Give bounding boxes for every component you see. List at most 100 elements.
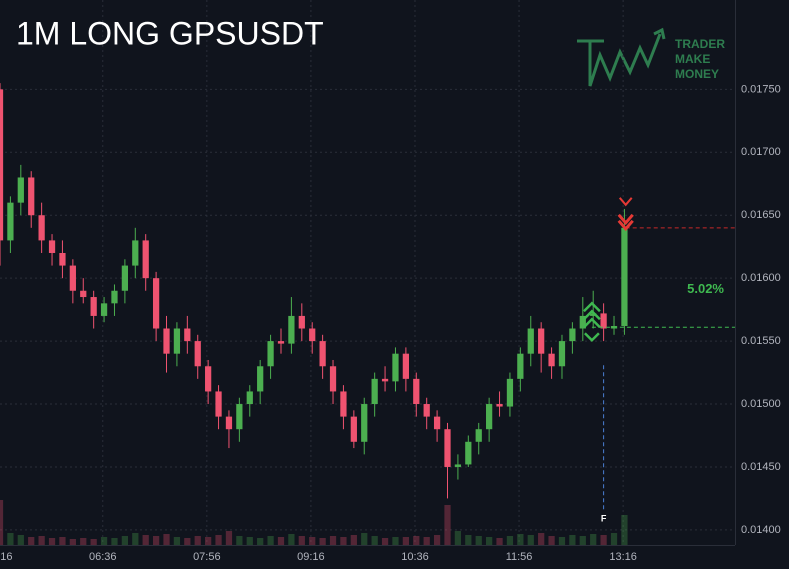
candle-body (28, 177, 35, 216)
brand-text: MAKE (675, 52, 710, 66)
buy-signal (584, 332, 600, 343)
candle-body (506, 378, 514, 407)
candle-body (371, 378, 378, 405)
volume-bar (100, 537, 108, 545)
volume-bar (246, 537, 253, 545)
candle-body (413, 378, 420, 405)
volume-bar (111, 538, 118, 545)
volume-bar (267, 536, 274, 545)
x-tick-label: 05:16 (0, 551, 12, 563)
brand-text: MONEY (675, 67, 719, 81)
candle-body (621, 227, 628, 326)
candle-body (69, 265, 76, 291)
candle-body (215, 391, 222, 417)
candle-body (361, 404, 368, 442)
volume-bar (517, 534, 524, 545)
candle-body (392, 353, 399, 382)
candle-body (236, 404, 243, 430)
volume-bar (205, 537, 212, 545)
candle-body (132, 240, 139, 266)
volume-bar (371, 536, 378, 545)
candle-body (465, 441, 472, 465)
volume-bar (569, 535, 576, 545)
volume-bar (38, 536, 45, 545)
volume-bar (392, 537, 399, 545)
candle-body (329, 366, 337, 392)
y-tick-label: 0.01550 (741, 335, 781, 347)
volume-bar (506, 536, 514, 545)
y-tick-label: 0.01700 (741, 146, 781, 158)
candle-body (486, 404, 493, 430)
x-tick-label: 06:36 (89, 551, 117, 563)
candle-body (538, 328, 545, 354)
volume-bar (298, 536, 305, 545)
candle-body (184, 328, 191, 342)
candle-body (381, 378, 389, 382)
candle-body (111, 290, 118, 304)
candle-body (319, 341, 326, 367)
candle-body (205, 366, 212, 392)
candle-body (90, 297, 97, 316)
volume-bar (610, 533, 618, 545)
candle-body (288, 315, 295, 344)
candle-body (267, 341, 274, 367)
volume-bar (402, 537, 409, 545)
candle-body (579, 315, 586, 329)
volume-bar (90, 539, 97, 545)
candle-body (350, 416, 357, 442)
volume-bar (121, 536, 129, 545)
volume-bar (433, 535, 441, 545)
marker-label: F (601, 513, 607, 523)
brand-text: TRADER (675, 37, 725, 51)
volume-bar (350, 535, 357, 545)
candle-body (600, 313, 607, 329)
volume-bar (236, 536, 243, 545)
volume-bar (579, 536, 586, 545)
volume-bar (558, 537, 566, 545)
volume-bar (163, 534, 170, 545)
volume-bar (28, 537, 35, 545)
candle-body (309, 328, 316, 342)
candle-body (569, 328, 576, 342)
candle-body (548, 353, 555, 367)
candle-body (163, 328, 170, 354)
volume-bar (413, 536, 420, 545)
candle-body (454, 464, 462, 467)
y-tick-label: 0.01500 (741, 398, 781, 410)
volume-bar (277, 537, 285, 545)
candle-body (59, 252, 66, 266)
candle-body (100, 303, 108, 316)
volume-bar (319, 538, 326, 545)
candle-body (7, 202, 14, 241)
candle-body (517, 353, 524, 379)
volume-bar (309, 537, 316, 545)
volume-bar (340, 537, 347, 545)
x-tick-label: 13:16 (609, 551, 637, 563)
buy-signal (583, 301, 601, 313)
y-tick-label: 0.01600 (741, 272, 781, 284)
volume-bar (80, 538, 87, 545)
volume-bar (7, 533, 14, 545)
x-tick-label: 11:56 (506, 551, 533, 563)
volume-bar (329, 536, 337, 545)
candle-body (257, 366, 264, 392)
volume-bar (59, 537, 66, 545)
volume-bar (225, 531, 233, 545)
volume-bar (69, 539, 76, 545)
volume-bar (527, 535, 534, 545)
volume-bar (496, 538, 503, 545)
buy-signal (583, 317, 601, 329)
volume-bar (132, 533, 139, 545)
logo-mark (577, 33, 662, 87)
chart-title: 1M LONG GPSUSDT (16, 15, 324, 51)
volume-bar (194, 536, 201, 545)
candle-body (277, 341, 285, 344)
volume-bar (48, 538, 56, 545)
volume-bar (454, 531, 462, 545)
candle-body (298, 315, 305, 329)
candle-body (444, 429, 451, 467)
candle-body (340, 391, 347, 417)
volume-bar (475, 536, 482, 545)
y-tick-label: 0.01650 (741, 209, 781, 221)
